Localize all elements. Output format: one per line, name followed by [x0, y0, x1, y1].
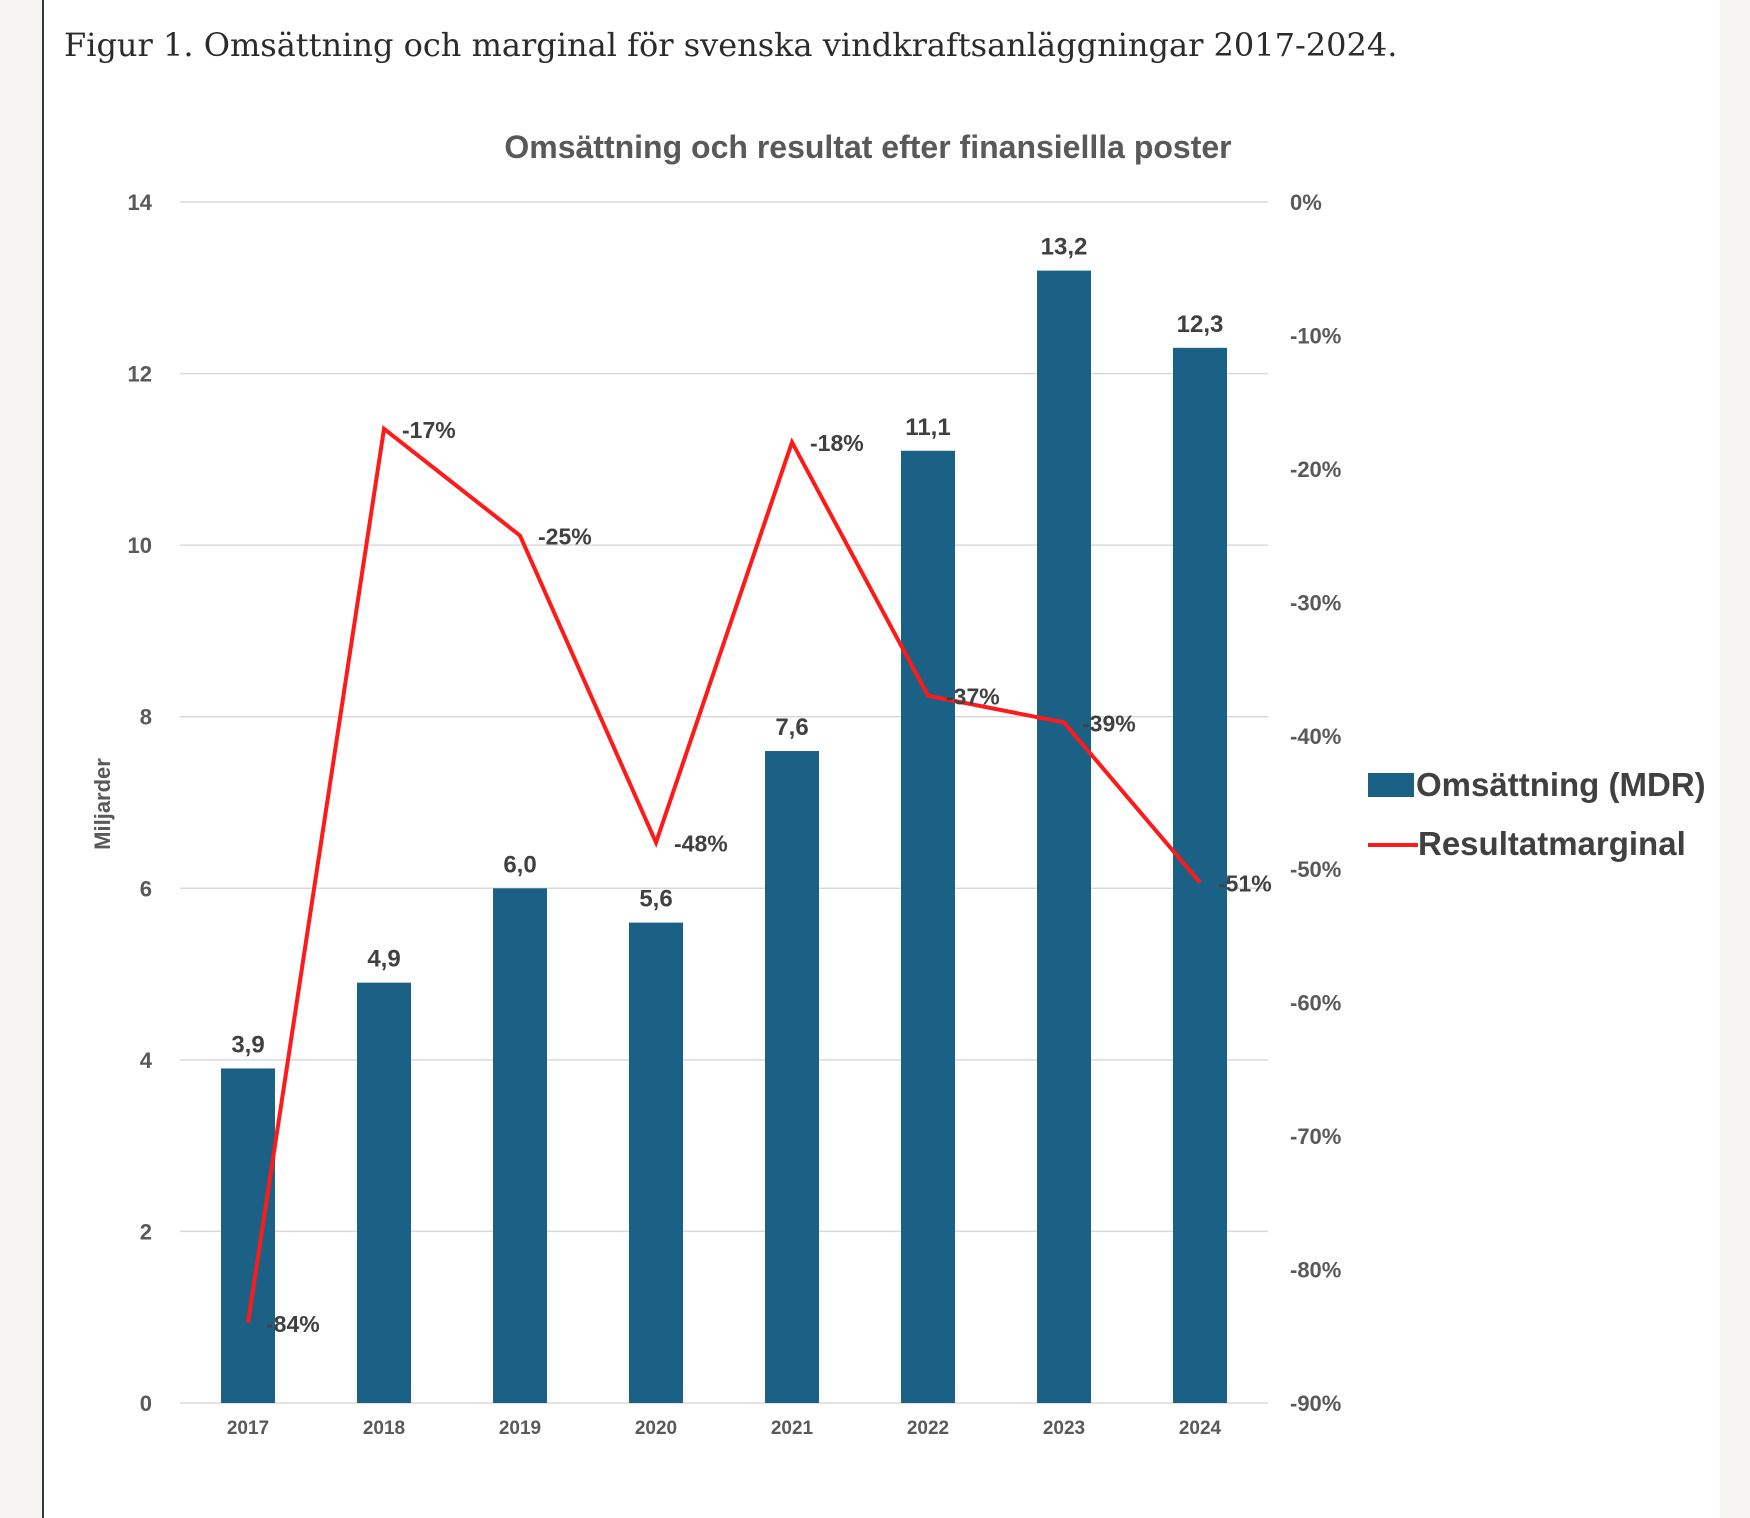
- x-tick-label: 2019: [499, 1418, 541, 1439]
- x-tick-label: 2018: [363, 1418, 405, 1439]
- bar-data-label: 5,6: [639, 886, 672, 913]
- legend-label-bar: Omsättning (MDR): [1416, 766, 1706, 803]
- x-tick-label: 2022: [907, 1418, 949, 1439]
- bar-data-label: 6,0: [503, 851, 536, 878]
- bar: [901, 450, 955, 1403]
- bar-data-labels: 3,9 4,9 6,0 5,6 7,6 11,1 13,2 12,3: [231, 234, 1223, 1059]
- x-tick-label: 2024: [1179, 1418, 1222, 1439]
- y-tick-label: 14: [128, 190, 153, 215]
- line-data-label: -17%: [402, 417, 456, 443]
- x-tick-label: 2023: [1043, 1418, 1085, 1439]
- line-data-labels: -84% -17% -25% -48% -18% -37% -39% -51%: [266, 417, 1272, 1337]
- legend: Omsättning (MDR) Resultatmarginal: [1368, 766, 1706, 862]
- legend-swatch-bar: [1368, 773, 1414, 797]
- y-tick-label: 8: [140, 705, 152, 730]
- bar-data-label: 12,3: [1177, 311, 1224, 338]
- bar: [1173, 347, 1227, 1404]
- y-tick-label: 6: [140, 876, 152, 901]
- y-axis-label: Miljarder: [90, 758, 115, 850]
- y-tick-label: 0: [140, 1391, 152, 1416]
- y2-tick-label: 0%: [1290, 190, 1322, 215]
- y-tick-label: 10: [128, 533, 152, 558]
- bar-data-label: 11,1: [905, 414, 950, 441]
- y-tick-label: 4: [140, 1048, 153, 1073]
- line-data-label: -84%: [266, 1311, 320, 1337]
- margin-line: [246, 425, 1202, 1324]
- y2-axis-ticks: 0% -10% -20% -30% -40% -50% -60% -70% -80% -90%: [1290, 190, 1341, 1416]
- y2-tick-label: -60%: [1290, 991, 1341, 1016]
- line-data-label: -48%: [674, 831, 728, 857]
- gridlines: [180, 201, 1268, 1404]
- x-axis-ticks: 2017 2018 2019 2020 2021 2022 2023 2024: [227, 1418, 1222, 1439]
- bar-data-label: 13,2: [1041, 234, 1088, 261]
- bar: [357, 982, 411, 1403]
- bar: [493, 888, 547, 1403]
- line-series: [246, 425, 1202, 1324]
- line-data-label: -18%: [810, 430, 864, 456]
- x-tick-label: 2017: [227, 1418, 269, 1439]
- line-data-label: -51%: [1218, 871, 1272, 897]
- bar-data-label: 3,9: [231, 1031, 264, 1058]
- x-tick-label: 2020: [635, 1418, 677, 1439]
- y2-tick-label: -30%: [1290, 590, 1341, 615]
- line-data-label: -25%: [538, 524, 592, 550]
- figure-panel: [42, 0, 1720, 1518]
- bar-series: [221, 270, 1227, 1404]
- line-data-label: -39%: [1082, 710, 1136, 736]
- bar: [221, 1068, 275, 1403]
- bar: [1037, 270, 1091, 1404]
- y-axis-ticks: 0 2 4 6 8 10 12 14: [128, 190, 153, 1416]
- x-tick-label: 2021: [771, 1418, 814, 1439]
- bar: [765, 751, 819, 1403]
- y2-tick-label: -70%: [1290, 1124, 1341, 1149]
- line-data-label: -37%: [946, 684, 1000, 710]
- y2-tick-label: -40%: [1290, 724, 1341, 749]
- y-tick-label: 12: [128, 362, 152, 387]
- y2-tick-label: -50%: [1290, 857, 1341, 882]
- y2-tick-label: -20%: [1290, 457, 1341, 482]
- y-tick-label: 2: [140, 1219, 152, 1244]
- y2-tick-label: -80%: [1290, 1258, 1341, 1283]
- legend-label-line: Resultatmarginal: [1418, 825, 1686, 862]
- y2-tick-label: -90%: [1290, 1391, 1341, 1416]
- bar-data-label: 7,6: [775, 714, 808, 741]
- bar: [629, 922, 683, 1403]
- figure-caption: Figur 1. Omsättning och marginal för sve…: [64, 26, 1398, 64]
- chart-title: Omsättning och resultat efter finansiell…: [504, 129, 1231, 165]
- bar-data-label: 4,9: [367, 946, 400, 973]
- y2-tick-label: -10%: [1290, 323, 1341, 348]
